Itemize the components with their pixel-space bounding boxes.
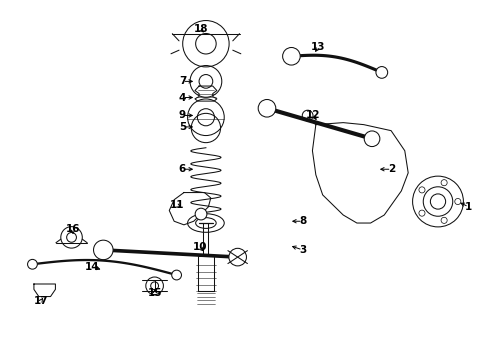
Text: 16: 16 (66, 225, 80, 234)
Text: 12: 12 (306, 111, 320, 121)
Text: 3: 3 (299, 245, 306, 255)
Ellipse shape (229, 248, 246, 266)
Text: 17: 17 (33, 296, 48, 306)
Bar (198, 256, 214, 291)
Text: 10: 10 (193, 242, 207, 252)
Text: 18: 18 (194, 24, 208, 35)
Text: 11: 11 (170, 200, 184, 210)
Text: 15: 15 (148, 288, 162, 298)
Text: 7: 7 (179, 76, 186, 86)
Text: 5: 5 (179, 122, 186, 132)
Text: 1: 1 (465, 202, 472, 212)
Ellipse shape (376, 67, 388, 78)
Ellipse shape (94, 240, 113, 260)
Ellipse shape (172, 270, 181, 280)
Text: 9: 9 (179, 111, 186, 121)
Ellipse shape (195, 208, 207, 220)
Ellipse shape (283, 48, 300, 65)
Text: 14: 14 (85, 262, 100, 272)
Text: 8: 8 (299, 216, 306, 226)
Ellipse shape (364, 131, 380, 147)
Text: 2: 2 (388, 164, 395, 174)
Text: 6: 6 (179, 164, 186, 174)
Ellipse shape (27, 260, 37, 269)
Ellipse shape (258, 99, 276, 117)
Text: 4: 4 (179, 93, 186, 103)
Text: 13: 13 (311, 42, 325, 52)
